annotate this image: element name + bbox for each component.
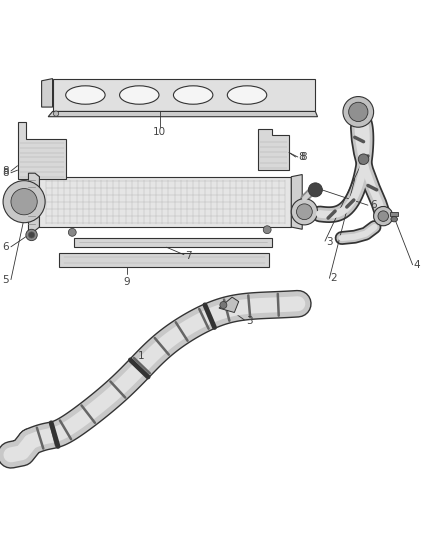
Polygon shape	[219, 297, 239, 312]
Ellipse shape	[391, 216, 398, 222]
Circle shape	[343, 96, 374, 127]
Circle shape	[358, 154, 369, 165]
Text: 7: 7	[185, 251, 191, 261]
Polygon shape	[42, 78, 53, 107]
Bar	[390, 212, 398, 216]
Text: 8: 8	[300, 152, 307, 162]
Circle shape	[220, 302, 227, 309]
Text: 8: 8	[2, 168, 9, 178]
Circle shape	[374, 206, 393, 226]
Ellipse shape	[66, 86, 105, 104]
Text: 8: 8	[2, 166, 9, 176]
Text: 10: 10	[153, 127, 166, 136]
Circle shape	[297, 204, 312, 220]
Text: 1: 1	[138, 351, 145, 361]
Text: 2: 2	[331, 273, 337, 284]
Bar	[59, 253, 269, 266]
Polygon shape	[53, 78, 315, 111]
Text: 9: 9	[124, 277, 131, 287]
Polygon shape	[291, 174, 302, 229]
Text: 4: 4	[414, 260, 420, 270]
Text: 6: 6	[370, 200, 377, 210]
Text: 3: 3	[326, 237, 333, 247]
Bar	[39, 177, 291, 227]
Ellipse shape	[227, 86, 267, 104]
Circle shape	[11, 189, 37, 215]
Circle shape	[3, 181, 45, 223]
Text: 3: 3	[246, 316, 253, 326]
Circle shape	[263, 226, 271, 233]
Text: 6: 6	[2, 242, 9, 252]
Polygon shape	[258, 128, 289, 170]
Text: 5: 5	[2, 274, 9, 285]
Ellipse shape	[173, 86, 213, 104]
Circle shape	[68, 229, 76, 236]
Circle shape	[349, 102, 368, 122]
Circle shape	[53, 111, 59, 116]
Polygon shape	[48, 111, 318, 117]
Polygon shape	[28, 173, 39, 231]
Ellipse shape	[120, 86, 159, 104]
Circle shape	[26, 229, 37, 241]
Text: 8: 8	[298, 152, 304, 162]
Circle shape	[378, 211, 389, 221]
Polygon shape	[18, 122, 66, 179]
Bar	[74, 238, 272, 247]
Circle shape	[308, 183, 322, 197]
Circle shape	[28, 232, 35, 238]
Circle shape	[291, 199, 318, 225]
